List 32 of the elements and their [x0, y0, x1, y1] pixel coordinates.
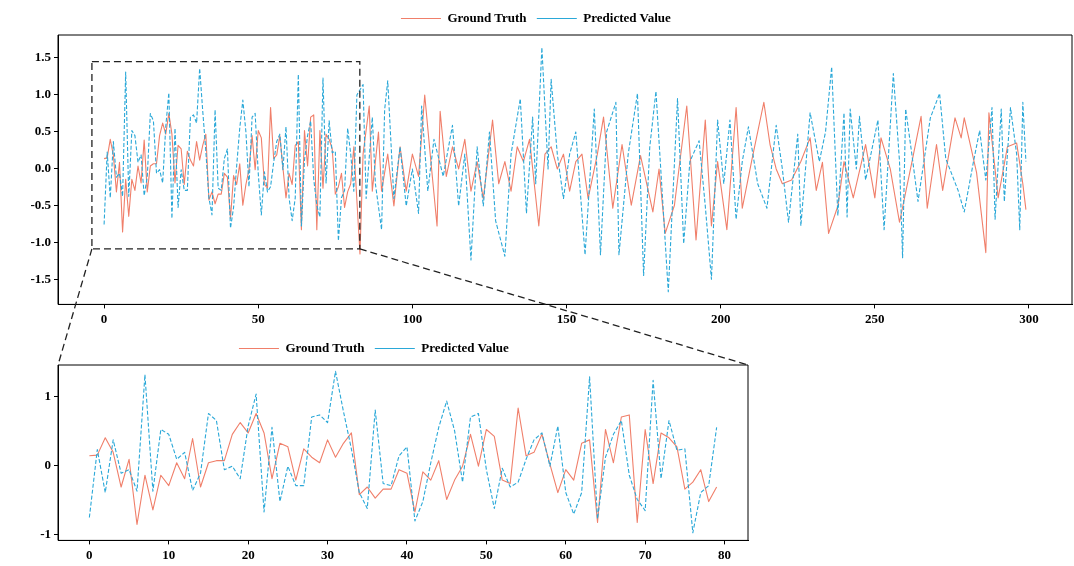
- x-tick-label: 20: [241, 546, 255, 562]
- y-tick-label: 1.5: [34, 49, 52, 65]
- y-tick-label: 0.0: [34, 160, 51, 176]
- x-tick-label: 10: [162, 546, 176, 562]
- x-tick-label: 100: [402, 310, 423, 326]
- y-tick-label: -0.5: [30, 197, 52, 213]
- x-tick-label: 70: [638, 546, 652, 562]
- legend-label: Predicted Value: [583, 9, 672, 25]
- x-tick-label: 0: [86, 546, 93, 562]
- x-tick-label: 80: [718, 546, 732, 562]
- line-series: [103, 47, 1027, 293]
- y-tick-label: -1.0: [30, 234, 51, 250]
- y-tick-label: -1.5: [30, 271, 52, 287]
- x-tick-label: 150: [556, 310, 577, 326]
- y-tick-label: 0.5: [34, 123, 52, 139]
- x-tick-label: 250: [865, 310, 885, 326]
- y-tick-label: -1: [40, 526, 51, 542]
- x-tick-label: 40: [400, 546, 414, 562]
- legend-label: Ground Truth: [447, 9, 528, 25]
- x-tick-label: 50: [479, 546, 493, 562]
- line-series: [88, 370, 718, 534]
- y-tick-label: 1.0: [34, 86, 51, 102]
- x-tick-label: 200: [710, 310, 731, 326]
- legend-label: Predicted Value: [421, 339, 510, 355]
- x-tick-label: 300: [1019, 310, 1039, 326]
- x-tick-label: 0: [100, 310, 108, 326]
- y-tick-label: 0: [44, 456, 51, 472]
- y-tick-label: 1: [44, 387, 51, 403]
- legend-label: Ground Truth: [285, 339, 366, 355]
- x-tick-label: 50: [251, 310, 265, 326]
- x-tick-label: 30: [321, 546, 335, 562]
- x-tick-label: 60: [559, 546, 573, 562]
